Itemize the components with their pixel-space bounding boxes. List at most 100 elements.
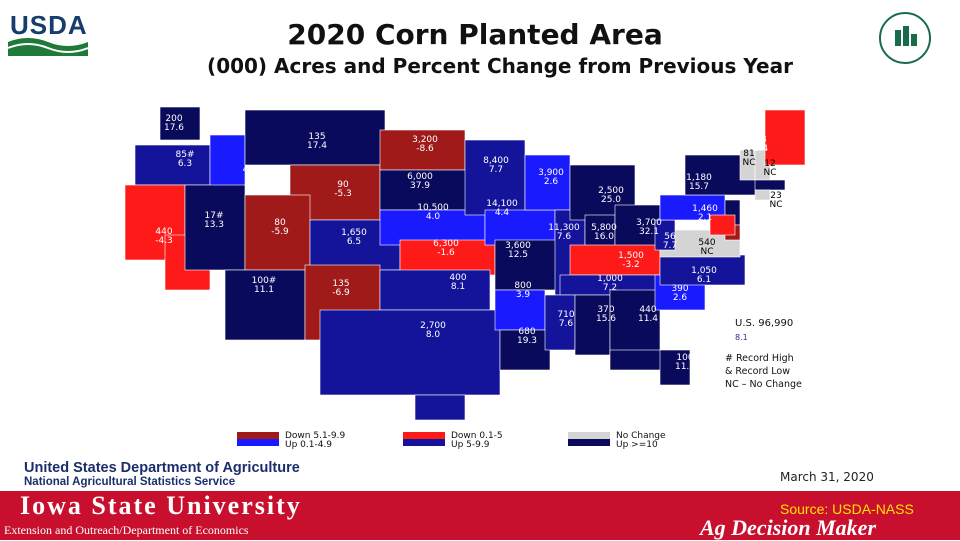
- state-label-il: 11,300 7.6: [546, 224, 582, 242]
- state-acres: 200: [165, 114, 183, 124]
- state-acres: 440: [639, 305, 657, 315]
- state-ok: [379, 269, 491, 311]
- map-notes: # Record High & Record Low NC – No Chang…: [725, 352, 802, 391]
- state-pct-change: 6.3: [177, 159, 193, 169]
- state-pct-change: -8.6: [416, 144, 434, 154]
- state-pct-change: 3.9: [515, 290, 531, 300]
- state-pct-change: 4.0: [425, 212, 441, 222]
- state-nd: [379, 129, 466, 171]
- state-acres: 440: [155, 227, 173, 237]
- state-acres: 11,300: [548, 223, 580, 233]
- state-pct-change: 25.0: [600, 195, 622, 205]
- state-label-fl: 100 11.1: [667, 354, 703, 372]
- state-mn: [464, 139, 526, 216]
- state-pct-change: -5.9: [271, 227, 289, 237]
- state-pct-change: 7.7: [488, 165, 504, 175]
- state-pct-change: 2.1: [697, 213, 713, 223]
- state-acres: 6,000: [407, 172, 433, 182]
- state-label-va: 540 NC: [689, 239, 725, 257]
- state-label-mt: 135 17.4: [299, 133, 335, 151]
- state-ks: [399, 239, 496, 276]
- state-acres: 540: [698, 238, 716, 248]
- us-corn-map: [124, 106, 806, 421]
- state-acres: 2,700: [420, 321, 446, 331]
- state-acres: 23: [770, 191, 782, 201]
- state-label-co: 1,650 6.5: [336, 229, 372, 247]
- state-ma: [754, 179, 786, 191]
- state-acres: 135: [332, 279, 350, 289]
- state-pct-change: 19.3: [516, 336, 538, 346]
- state-pct-change: 16.0: [593, 232, 615, 242]
- state-label-la: 680 19.3: [509, 328, 545, 346]
- state-pct-change: 32.1: [638, 227, 660, 237]
- state-pct-change: 6.1: [696, 275, 712, 285]
- state-acres: 400#: [242, 165, 268, 175]
- state-acres: 1,460: [692, 204, 718, 214]
- department-name: Extension and Outreach/Department of Eco…: [4, 523, 249, 537]
- state-wa: [159, 106, 201, 141]
- state-label-sc: 390 2.6: [662, 285, 698, 303]
- state-pct-change: 2.6: [672, 293, 688, 303]
- state-acres: 710: [557, 310, 575, 320]
- state-label-sd: 6,000 37.9: [402, 173, 438, 191]
- state-acres: 370: [597, 305, 615, 315]
- state-ar: [494, 289, 546, 331]
- state-pct-change: 8.0: [425, 330, 441, 340]
- state-label-ma: 16 14.3: [782, 176, 818, 194]
- national-total: U.S. 96,990 8.1: [735, 318, 793, 342]
- state-label-ga: 440 11.4: [630, 306, 666, 324]
- state-pct-change: 7.2: [602, 283, 618, 293]
- state-acres: 3,200: [412, 135, 438, 145]
- state-pct-change: 3.9: [247, 174, 263, 184]
- university-name: Iowa State University: [20, 491, 302, 520]
- state-sd: [379, 169, 471, 211]
- state-pct-change: -4.3: [155, 236, 173, 246]
- state-pct-change: 8.1: [450, 282, 466, 292]
- state-mo: [494, 239, 561, 291]
- usda-logo: [7, 12, 89, 56]
- state-label-pa: 1,460 2.1: [687, 205, 723, 223]
- state-az: [224, 269, 306, 341]
- state-pct-change: 17.6: [163, 123, 185, 133]
- legend-swatch-1: [237, 432, 279, 446]
- legend-label: Down 0.1-5: [451, 431, 503, 441]
- note-record-high: # Record High: [725, 353, 794, 364]
- state-label-nh: 12 NC: [752, 160, 788, 178]
- legend-label: Down 5.1-9.9: [285, 431, 346, 441]
- state-pct-change: 16.9: [755, 227, 777, 237]
- state-acres: 3,600: [505, 241, 531, 251]
- state-al: [574, 294, 611, 356]
- state-acres: 6,300: [433, 239, 459, 249]
- state-la: [499, 329, 551, 371]
- state-acres: 8,400: [483, 156, 509, 166]
- state-pct-change: -1.6: [437, 248, 455, 258]
- state-label-ny: 1,180 15.7: [681, 174, 717, 192]
- state-ia: [484, 209, 556, 246]
- state-ga: [609, 289, 661, 356]
- state-label-al: 370 15.6: [588, 306, 624, 324]
- state-pct-change: 4.4: [494, 208, 510, 218]
- state-label-wv: 56 7.7: [652, 233, 688, 251]
- state-label-ok: 400 8.1: [440, 274, 476, 292]
- state-pct-change: 3.4: [753, 144, 769, 154]
- state-label-or: 85# 6.3: [167, 151, 203, 169]
- state-label-nm: 135 -6.9: [323, 280, 359, 298]
- state-pct-change: NC: [763, 168, 777, 178]
- state-nc: [659, 254, 746, 286]
- state-label-nv: 17# 13.3: [196, 212, 232, 230]
- state-pct-change: 2.6: [543, 177, 559, 187]
- state-acres: 56: [664, 232, 676, 242]
- state-wi: [524, 154, 571, 211]
- state-label-me: 28 3.4: [743, 136, 779, 154]
- legend-swatch-2: [403, 432, 445, 446]
- state-acres: 2,500: [598, 186, 624, 196]
- state-pct-change: 6.5: [346, 237, 362, 247]
- state-acres: 85#: [175, 150, 195, 160]
- state-nv: [184, 184, 246, 271]
- map-subtitle: (000) Acres and Percent Change from Prev…: [207, 54, 793, 78]
- state-pct-change: 7.7: [662, 241, 678, 251]
- note-record-low: & Record Low: [725, 366, 790, 377]
- state-label-md: 500 -2.0: [749, 244, 785, 262]
- usda-logo-text: USDA: [10, 10, 88, 40]
- state-label-tx: 2,700 8.0: [415, 322, 451, 340]
